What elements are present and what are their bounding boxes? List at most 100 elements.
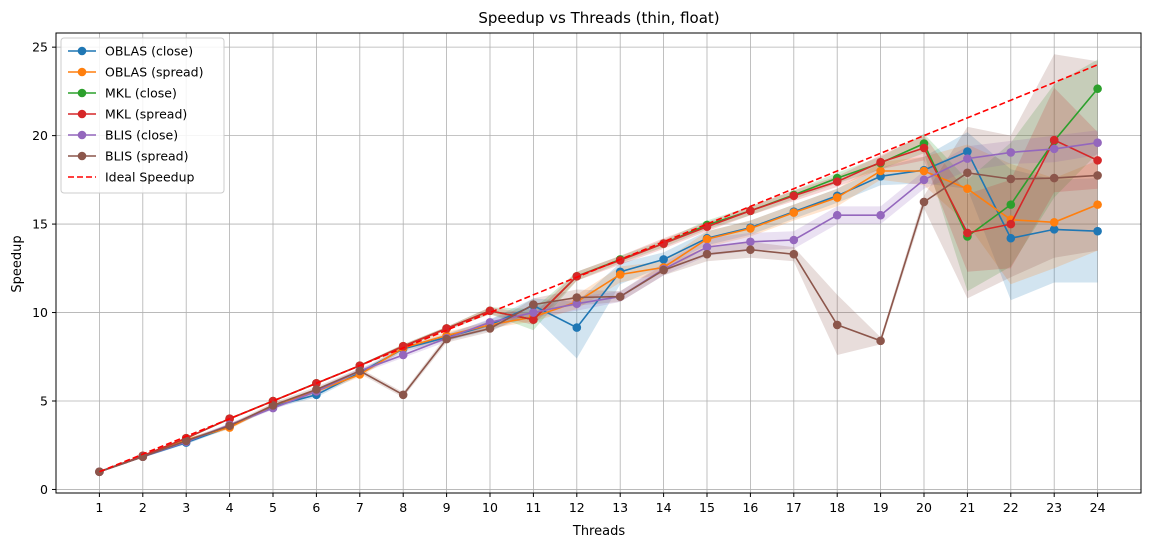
x-tick-label: 23 — [1046, 500, 1062, 515]
legend-swatch-marker — [77, 109, 87, 119]
data-point — [1006, 219, 1016, 229]
x-tick-label: 4 — [226, 500, 234, 515]
x-tick-label: 2 — [139, 500, 147, 515]
data-point — [659, 239, 668, 248]
series-lines — [95, 64, 1102, 477]
axes: 1 2 3 4 5 6 7 8 9 10 11 12 13 14 15 16 17 18 19 20 21 22 23 240… — [32, 32, 1142, 515]
data-point — [1093, 138, 1102, 147]
x-tick-label: 11 — [525, 500, 541, 515]
data-point — [702, 249, 712, 259]
data-point — [268, 401, 278, 410]
data-point — [1093, 84, 1102, 94]
data-point — [572, 293, 582, 302]
x-tick-label: 15 — [699, 500, 715, 515]
data-point — [572, 323, 582, 332]
legend-label: BLIS (close) — [105, 128, 178, 143]
data-point — [529, 315, 538, 324]
x-tick-label: 7 — [356, 500, 364, 515]
chart-title: Speedup vs Threads (thin, float) — [478, 9, 719, 27]
data-point — [1093, 171, 1102, 180]
x-tick-label: 3 — [182, 500, 190, 515]
data-point — [1006, 148, 1016, 157]
confidence-band — [99, 59, 1098, 472]
data-point — [1093, 226, 1102, 236]
data-point — [919, 143, 929, 153]
data-point — [1093, 156, 1102, 165]
data-point — [1006, 200, 1016, 209]
data-point — [659, 265, 668, 275]
legend-box — [60, 37, 225, 194]
confidence-band — [99, 132, 1098, 472]
x-tick-label: 9 — [443, 500, 451, 515]
data-point — [919, 175, 929, 185]
series-line — [99, 138, 1098, 473]
x-tick-label: 24 — [1090, 500, 1106, 515]
data-point — [485, 317, 495, 327]
data-point — [138, 452, 148, 462]
data-point — [963, 168, 972, 178]
y-tick-label: 0 — [40, 482, 48, 497]
x-tick-label: 20 — [916, 500, 932, 515]
x-axis-label: Threads — [572, 524, 625, 539]
data-point — [832, 320, 842, 330]
series-line — [99, 141, 1098, 473]
data-point — [398, 390, 408, 400]
data-point — [746, 224, 755, 233]
legend-swatch-marker — [77, 46, 87, 56]
x-tick-label: 17 — [786, 500, 802, 515]
data-point — [789, 235, 799, 245]
data-point — [746, 206, 755, 216]
data-point — [529, 308, 538, 317]
legend-swatch-marker — [77, 88, 87, 98]
legend: OBLAS (close) OBLAS (spread) MKL (close) MK… — [60, 37, 225, 194]
x-tick-label: 6 — [312, 500, 320, 515]
data-point — [832, 177, 842, 186]
data-point — [919, 166, 929, 176]
data-point — [876, 166, 885, 176]
data-point — [615, 270, 625, 279]
x-tick-label: 16 — [742, 500, 758, 515]
data-point — [963, 184, 972, 193]
data-point — [789, 191, 799, 201]
data-point — [312, 385, 321, 394]
x-tick-label: 13 — [612, 500, 628, 515]
data-point — [485, 324, 495, 333]
legend-label: OBLAS (spread) — [105, 65, 203, 80]
data-point — [876, 157, 885, 167]
data-point — [529, 300, 538, 309]
legend-swatch-marker — [77, 67, 87, 77]
data-point — [398, 350, 408, 360]
legend-swatch-marker — [77, 151, 87, 161]
data-point — [615, 292, 625, 301]
y-tick-label: 20 — [32, 128, 48, 143]
data-point — [355, 366, 365, 376]
series-line — [99, 171, 1098, 473]
data-point — [876, 336, 885, 346]
data-point — [1049, 135, 1059, 145]
confidence-band — [99, 54, 1098, 472]
data-point — [572, 299, 582, 308]
x-tick-label: 18 — [829, 500, 845, 515]
data-point — [963, 154, 972, 163]
data-point — [659, 255, 668, 264]
x-tick-label: 1 — [95, 500, 103, 515]
data-point — [181, 436, 191, 446]
data-point — [1006, 174, 1016, 184]
x-tick-label: 19 — [873, 500, 889, 515]
x-tick-label: 10 — [482, 500, 498, 515]
legend-label: OBLAS (close) — [105, 44, 193, 59]
legend-swatch-marker — [77, 130, 87, 140]
x-tick-label: 21 — [959, 500, 975, 515]
y-tick-label: 10 — [32, 305, 48, 320]
data-point — [876, 210, 885, 220]
data-point — [832, 210, 842, 220]
data-point — [1049, 173, 1059, 183]
y-axis-label: Speedup — [10, 235, 25, 292]
y-tick-label: 15 — [32, 217, 48, 232]
legend-label: Ideal Speedup — [105, 170, 195, 185]
legend-label: BLIS (spread) — [105, 149, 188, 164]
plot-frame — [55, 32, 1142, 494]
data-point — [789, 249, 799, 259]
legend-label: MKL (close) — [105, 86, 177, 101]
data-point — [1093, 200, 1102, 209]
